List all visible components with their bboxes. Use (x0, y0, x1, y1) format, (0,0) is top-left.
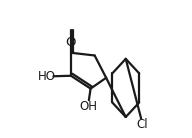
Text: Cl: Cl (137, 118, 148, 131)
Text: HO: HO (38, 70, 56, 83)
Text: O: O (66, 36, 76, 49)
Text: OH: OH (79, 100, 97, 113)
